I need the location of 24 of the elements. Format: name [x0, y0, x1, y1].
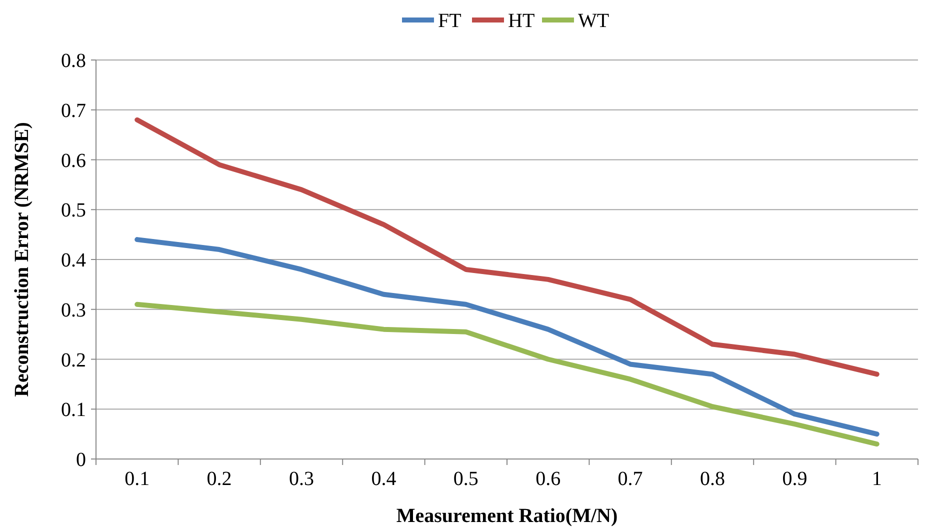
y-tick-label: 0.5 — [61, 200, 86, 222]
x-tick-label: 0.3 — [289, 468, 314, 490]
y-tick-label: 0.7 — [61, 100, 86, 122]
legend-label: HT — [508, 10, 535, 32]
legend-label: FT — [438, 10, 462, 32]
x-tick-label: 0.4 — [371, 468, 396, 490]
y-tick-label: 0.3 — [61, 299, 86, 322]
y-tick-label: 0.4 — [61, 250, 86, 272]
legend-label: WT — [578, 10, 610, 32]
y-tick-label: 0 — [76, 449, 86, 471]
y-tick-label: 0.2 — [61, 349, 86, 372]
x-tick-label: 0.1 — [124, 468, 150, 490]
x-tick-label: 0.7 — [618, 468, 643, 490]
x-tick-label: 0.5 — [453, 468, 478, 490]
y-tick-label: 0.8 — [61, 50, 86, 72]
x-axis-title: Measurement Ratio(M/N) — [396, 505, 618, 527]
x-tick-label: 0.6 — [536, 468, 561, 490]
x-tick-label: 1 — [872, 468, 882, 490]
x-tick-label: 0.9 — [782, 468, 808, 490]
x-tick-label: 0.2 — [206, 468, 232, 490]
y-axis-title: Reconstruction Error (NRMSE) — [11, 122, 33, 397]
y-tick-label: 0.1 — [61, 399, 86, 422]
x-tick-label: 0.8 — [700, 468, 725, 490]
y-tick-label: 0.6 — [61, 150, 86, 172]
